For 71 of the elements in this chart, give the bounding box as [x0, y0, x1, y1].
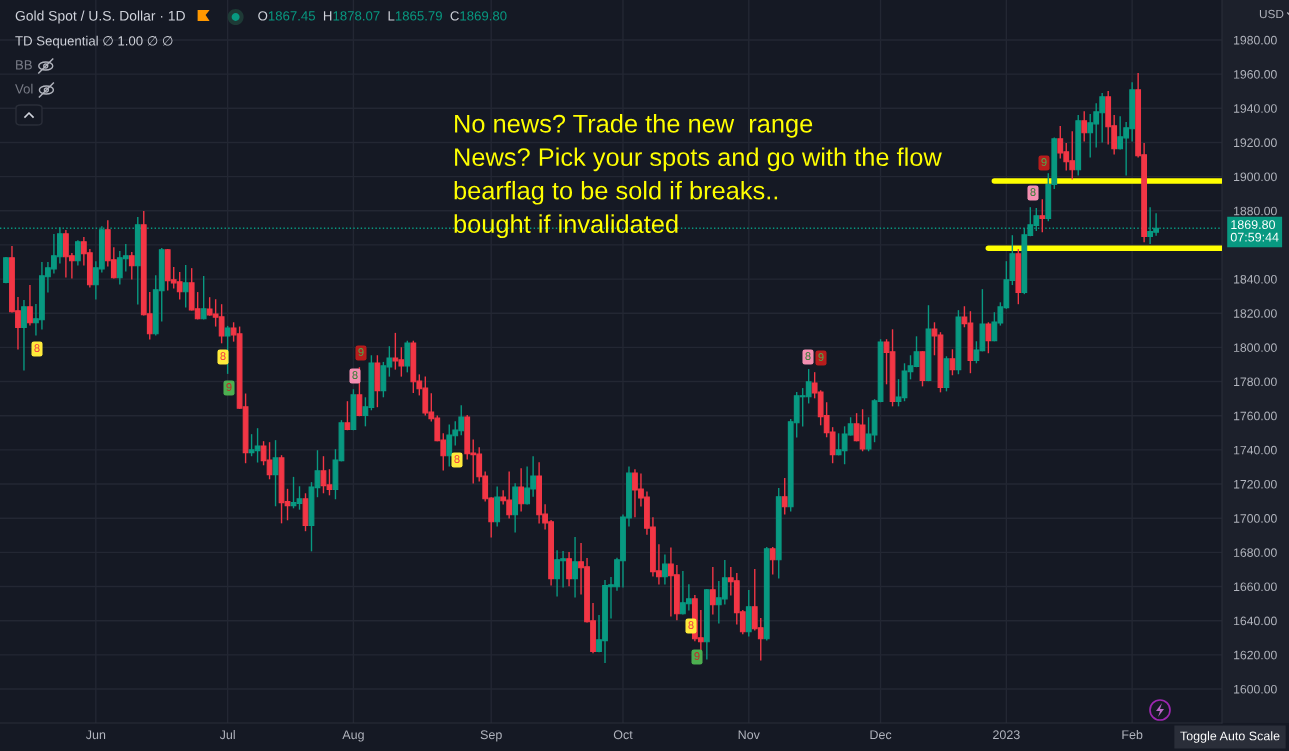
- candlestick: [709, 567, 716, 615]
- candlestick: [224, 325, 231, 374]
- y-tick-label: 1840.00: [1234, 274, 1277, 284]
- text: Gold Spot / U.S. Dollar · 1D: [15, 10, 185, 24]
- annotation: 8: [34, 344, 40, 352]
- text: O1867.45 H1878.07 L1865.79 C1869.80: [258, 11, 507, 21]
- annotation: No news? Trade the new range News? Pick your spots and go with the flow bearflag to be sold if breaks.. bought if invalidated: [454, 114, 942, 239]
- candlestick: [769, 547, 776, 575]
- candlestick: [356, 367, 363, 417]
- annotation: 8: [352, 371, 358, 379]
- y-tick-label: 1600.00: [1234, 684, 1277, 694]
- y-tick-label: 1960.00: [1234, 70, 1277, 79]
- x-tick-label: 2023: [993, 730, 1020, 740]
- annotation: 9: [358, 348, 364, 356]
- y-tick-label: 1940.00: [1234, 104, 1277, 113]
- x-tick-label: Nov: [738, 730, 760, 740]
- y-tick-label: 1620.00: [1234, 650, 1277, 660]
- y-tick-label: 1920.00: [1234, 138, 1277, 147]
- candlestick: [572, 536, 578, 598]
- candlestick: [344, 401, 351, 431]
- candlestick: [662, 554, 668, 585]
- y-tick-label: 1740.00: [1234, 445, 1277, 455]
- candlestick: [74, 240, 81, 266]
- y-tick-label: 1640.00: [1234, 616, 1277, 626]
- y-tick-label: 1680.00: [1234, 548, 1277, 557]
- y-tick-label: 1720.00: [1234, 479, 1277, 489]
- text: Toggle Auto Scale: [1180, 731, 1280, 743]
- candlestick: [518, 468, 525, 512]
- x-tick-label: Jun: [85, 730, 106, 740]
- annotation: TD Sequential ∅ 1.00 ∅ ∅: [15, 35, 173, 49]
- candlestick: [949, 349, 956, 376]
- candlestick: [128, 252, 135, 280]
- annotation: Vol: [15, 83, 33, 94]
- x-tick-label: Feb: [1122, 729, 1143, 740]
- annotation: 9: [818, 353, 824, 361]
- y-tick-label: 1820.00: [1234, 309, 1277, 318]
- candlestick: [272, 440, 279, 507]
- y-tick-label: 1980.00: [1234, 35, 1277, 45]
- annotation: 8: [454, 455, 460, 463]
- text: USD: [1259, 9, 1284, 19]
- x-tick-label: Jul: [219, 729, 235, 740]
- y-tick-label: 1660.00: [1234, 582, 1277, 592]
- x-tick-label: Aug: [342, 730, 364, 742]
- annotation: 9: [694, 652, 700, 660]
- candlestick: [21, 300, 27, 371]
- x-tick-label: Sep: [480, 730, 502, 742]
- candlestick: [182, 265, 189, 308]
- annotation: 8: [805, 352, 811, 360]
- candlestick: [404, 340, 411, 373]
- annotation: BB: [16, 60, 32, 70]
- annotation: 8: [220, 352, 226, 360]
- candlestick: [1081, 111, 1088, 142]
- annotation: 8: [1030, 188, 1036, 196]
- candlestick: [781, 478, 788, 515]
- annotation: 9: [226, 383, 232, 391]
- y-tick-label: 1880.00: [1234, 206, 1277, 216]
- y-tick-label: 1780.00: [1234, 377, 1277, 387]
- y-tick-label: 1760.00: [1234, 411, 1277, 421]
- annotation: 8: [688, 621, 694, 629]
- x-tick-label: Oct: [613, 730, 633, 740]
- candlestick: [566, 552, 572, 587]
- candlestick: [1039, 199, 1046, 233]
- candlestick: [27, 285, 33, 326]
- x-tick-label: Dec: [870, 730, 892, 740]
- candlestick: [200, 276, 207, 320]
- y-tick-label: 1900.00: [1234, 172, 1277, 182]
- annotation: 9: [1041, 158, 1047, 166]
- y-tick-label: 1700.00: [1234, 514, 1277, 523]
- y-tick-label: 1800.00: [1234, 343, 1277, 352]
- candlestick: [985, 322, 992, 354]
- ref-line-label: 1869.80 07:59:44: [1230, 220, 1279, 242]
